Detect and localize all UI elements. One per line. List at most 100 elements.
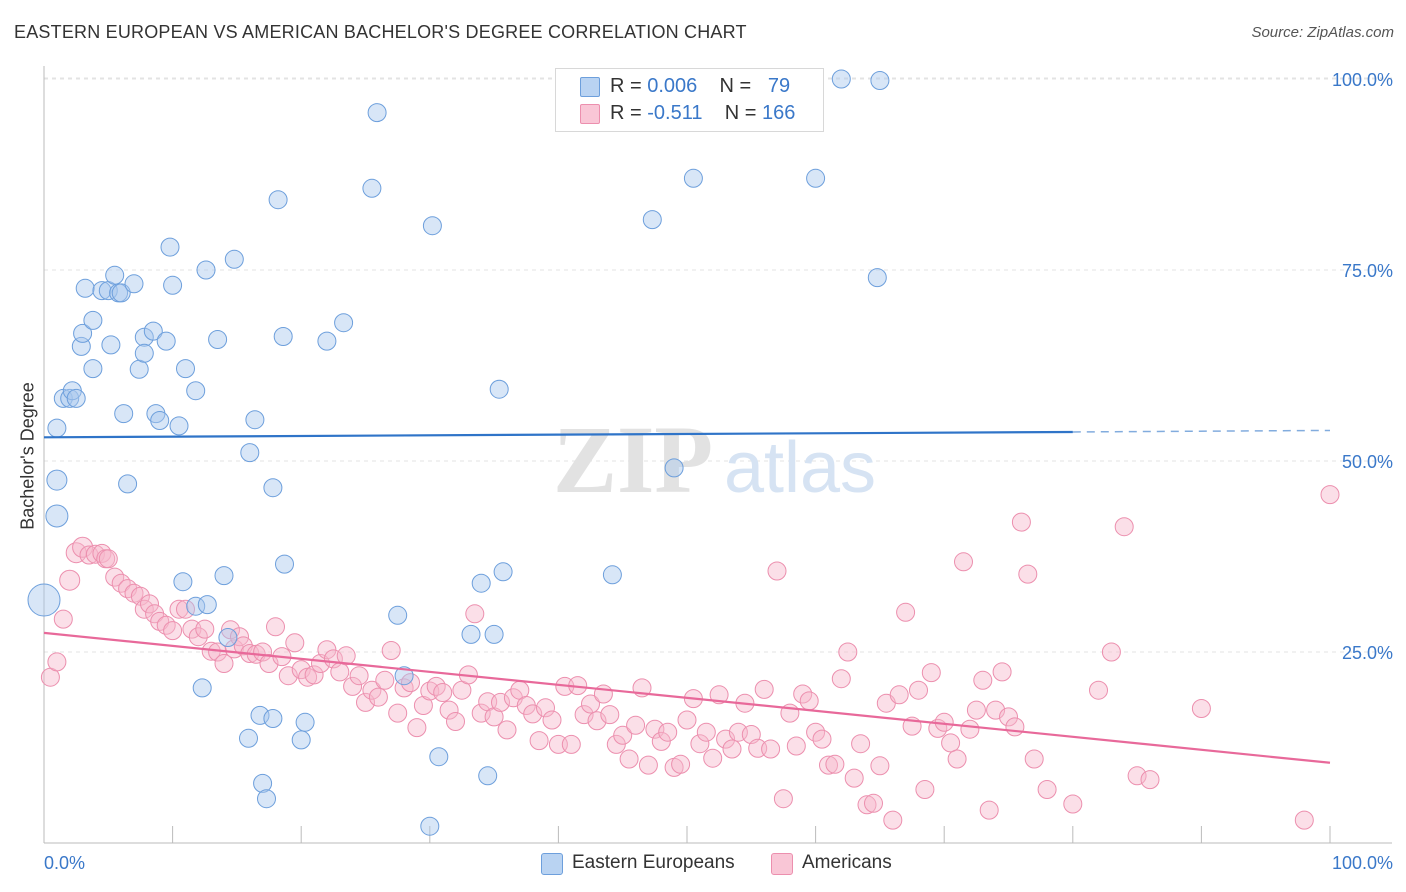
y-tick-label: 50.0% bbox=[1342, 452, 1393, 472]
point-eastern-european bbox=[245, 410, 265, 430]
watermark-zip: ZIP bbox=[553, 406, 713, 513]
point-american bbox=[98, 549, 118, 569]
point-american bbox=[773, 789, 793, 809]
point-eastern-european bbox=[197, 595, 217, 615]
point-american bbox=[497, 720, 517, 740]
legend-n-label: N = bbox=[719, 75, 752, 97]
point-american bbox=[156, 615, 176, 635]
point-american bbox=[1191, 699, 1211, 718]
point-american bbox=[446, 712, 465, 731]
point-eastern-european bbox=[268, 190, 288, 210]
point-american bbox=[844, 768, 864, 788]
point-eastern-european bbox=[478, 766, 498, 786]
point-eastern-european bbox=[263, 709, 283, 728]
point-american bbox=[587, 711, 607, 731]
point-american bbox=[285, 633, 305, 653]
point-american bbox=[819, 755, 838, 775]
point-american bbox=[1037, 780, 1057, 799]
legend-swatch-blue bbox=[580, 77, 600, 97]
legend-text: R = 0.006 N = 79 bbox=[610, 75, 790, 98]
point-eastern-european bbox=[334, 313, 354, 333]
point-american bbox=[407, 718, 427, 738]
point-american bbox=[786, 736, 806, 756]
point-american bbox=[1114, 517, 1134, 537]
point-eastern-european bbox=[160, 237, 180, 257]
point-american bbox=[581, 694, 600, 714]
point-eastern-european bbox=[27, 583, 61, 617]
point-american bbox=[619, 749, 639, 769]
point-american bbox=[491, 692, 510, 712]
point-american bbox=[626, 715, 646, 735]
point-american bbox=[85, 544, 105, 564]
point-eastern-european bbox=[257, 789, 276, 809]
watermark-atlas: atlas bbox=[724, 428, 876, 508]
x-tick-label-max: 100.0% bbox=[1332, 853, 1393, 873]
point-eastern-european bbox=[806, 168, 826, 188]
y-axis-label: Bachelor's Degree bbox=[17, 382, 38, 530]
point-american bbox=[909, 680, 928, 700]
point-american bbox=[941, 733, 961, 753]
legend: R = 0.006 N = 79 R = -0.511 N = 166 bbox=[555, 68, 824, 132]
point-eastern-european bbox=[92, 281, 112, 301]
y-tick-label: 25.0% bbox=[1342, 643, 1393, 663]
point-american bbox=[915, 780, 935, 799]
point-american bbox=[767, 561, 787, 581]
point-american bbox=[375, 670, 395, 690]
point-american bbox=[613, 725, 633, 745]
chart-title: EASTERN EUROPEAN VS AMERICAN BACHELOR'S … bbox=[14, 22, 747, 42]
point-eastern-european bbox=[273, 327, 293, 346]
bottom-legend-label: Americans bbox=[802, 852, 892, 873]
point-american bbox=[883, 810, 903, 830]
point-american bbox=[47, 652, 67, 672]
bottom-legend-label: Eastern Europeans bbox=[572, 852, 735, 873]
trend-line-eastern-europeans-extension bbox=[1072, 429, 1331, 433]
point-american bbox=[645, 719, 665, 739]
point-eastern-european bbox=[484, 624, 504, 644]
point-eastern-european bbox=[83, 359, 103, 379]
point-american bbox=[709, 685, 729, 705]
point-american bbox=[388, 703, 408, 723]
legend-r-label: R = bbox=[610, 102, 642, 124]
legend-r-value: -0.511 bbox=[647, 102, 703, 124]
point-american bbox=[722, 739, 742, 759]
point-american bbox=[1127, 766, 1147, 786]
point-american bbox=[413, 696, 433, 715]
point-eastern-european bbox=[163, 275, 183, 295]
bottom-legend-swatch-pink bbox=[771, 853, 793, 875]
point-eastern-european bbox=[870, 71, 890, 90]
point-eastern-european bbox=[75, 278, 95, 298]
point-american bbox=[864, 793, 883, 813]
point-american bbox=[1140, 770, 1160, 790]
point-eastern-european bbox=[489, 379, 509, 399]
point-eastern-european bbox=[461, 624, 481, 644]
point-eastern-european bbox=[831, 69, 851, 89]
bottom-legend-swatch-blue bbox=[541, 853, 563, 875]
point-eastern-european bbox=[47, 418, 67, 438]
point-eastern-european bbox=[388, 605, 408, 625]
y-tick-label: 100.0% bbox=[1332, 70, 1393, 90]
point-american bbox=[317, 640, 337, 660]
point-american bbox=[214, 654, 234, 673]
point-american bbox=[851, 734, 871, 754]
point-american bbox=[163, 621, 183, 641]
point-eastern-european bbox=[275, 554, 294, 574]
point-american bbox=[979, 800, 999, 820]
point-american bbox=[838, 642, 858, 662]
point-american bbox=[471, 703, 491, 723]
point-eastern-european bbox=[429, 747, 449, 767]
point-american bbox=[896, 602, 916, 622]
point-eastern-european bbox=[253, 773, 273, 793]
point-eastern-european bbox=[173, 572, 193, 592]
point-american bbox=[638, 755, 658, 775]
point-eastern-european bbox=[129, 359, 149, 379]
point-american bbox=[92, 543, 112, 563]
point-american bbox=[53, 609, 73, 629]
point-eastern-european bbox=[83, 310, 103, 330]
point-american bbox=[870, 756, 890, 776]
point-eastern-european bbox=[118, 474, 138, 494]
axes bbox=[43, 66, 1392, 844]
point-american bbox=[921, 663, 941, 683]
point-american bbox=[947, 749, 967, 769]
point-eastern-european bbox=[192, 678, 212, 698]
